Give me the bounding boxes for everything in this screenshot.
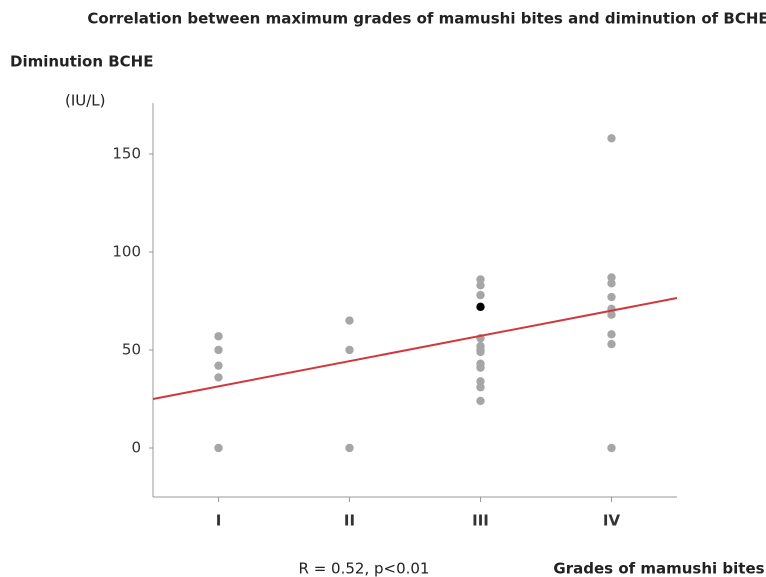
point <box>607 134 616 143</box>
x-tick-label: II <box>344 512 355 530</box>
point <box>476 347 485 357</box>
point <box>607 330 616 339</box>
point <box>214 361 223 370</box>
y-axis-label: Diminution BCHE <box>10 53 153 71</box>
trend-line <box>152 297 678 400</box>
y-axis-unit: (IU/L) <box>65 92 106 110</box>
point <box>214 332 223 341</box>
point <box>476 281 485 290</box>
x-tick-label: IV <box>603 512 621 530</box>
point <box>345 345 354 355</box>
x-tick-label: I <box>216 512 222 530</box>
y-tick-label: 50 <box>122 340 141 358</box>
y-tick-label: 100 <box>112 242 141 260</box>
point <box>607 273 616 282</box>
y-tick-label: 0 <box>131 438 141 456</box>
point <box>607 443 616 453</box>
point <box>607 292 616 302</box>
point <box>476 290 485 300</box>
point <box>476 363 485 372</box>
highlight-point <box>476 302 485 312</box>
x-tick-label: III <box>472 512 489 530</box>
point <box>345 316 354 325</box>
point <box>476 275 485 284</box>
point <box>214 345 223 355</box>
point <box>345 443 354 453</box>
y-tick-label: 150 <box>112 144 141 162</box>
point <box>607 310 616 319</box>
chart-title: Correlation between maximum grades of ma… <box>87 10 766 28</box>
annotation: R = 0.52, p<0.01 <box>299 560 430 577</box>
point <box>214 373 223 382</box>
point <box>214 443 223 453</box>
point <box>607 279 616 288</box>
point <box>476 383 485 392</box>
point <box>476 396 485 406</box>
point <box>607 339 616 349</box>
point <box>476 377 485 386</box>
x-axis-label: Grades of mamushi bites <box>553 560 764 577</box>
